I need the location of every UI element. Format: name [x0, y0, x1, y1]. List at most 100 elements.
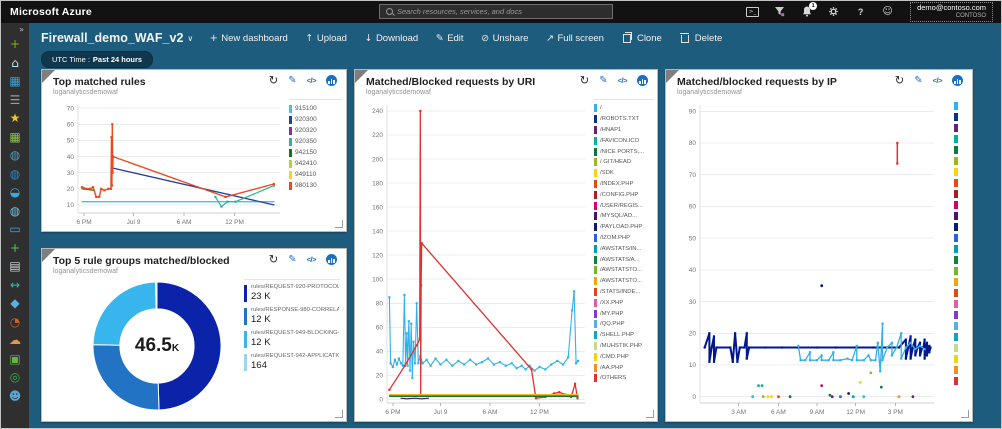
sidebar-item-dashboard[interactable]: ▦ [1, 72, 29, 91]
delete-button[interactable]: Delete [679, 32, 722, 44]
legend-swatch[interactable] [954, 212, 958, 220]
legend-item[interactable]: /ROBOTS.TXT [594, 114, 654, 125]
legend-swatch[interactable] [954, 289, 958, 297]
sidebar-item-virtual-networks[interactable]: ↔ [1, 276, 29, 295]
sidebar-item-create-a-resource[interactable]: + [1, 35, 29, 54]
legend-swatch[interactable] [954, 366, 958, 374]
utc-time-filter-pill[interactable]: UTC Time : Past 24 hours [41, 51, 154, 68]
refresh-icon[interactable]: ↻ [268, 252, 279, 266]
legend-item[interactable]: /PAYLOAD.PHP [594, 222, 654, 233]
legend-swatch[interactable] [954, 322, 958, 330]
chevron-down-icon[interactable] [187, 34, 193, 43]
legend-item[interactable]: 920320 [289, 125, 342, 136]
sidebar-item-help-support[interactable]: ☻ [1, 387, 29, 406]
tile-resize-handle[interactable] [335, 220, 343, 228]
chart-legend[interactable]: / /ROBOTS.TXT /HNAP1 /FAVICON.ICO /NICE … [594, 99, 654, 417]
legend-swatch[interactable] [954, 278, 958, 286]
legend-swatch[interactable] [954, 245, 958, 253]
legend-swatch[interactable] [954, 377, 958, 385]
account-menu[interactable]: demo@contoso.com CONTOSO [910, 2, 993, 22]
legend-item[interactable]: /OTHERS [594, 373, 654, 384]
legend-item[interactable]: /QQ.PHP [594, 319, 654, 330]
legend-item[interactable]: /MYSQL/AD... [594, 211, 654, 222]
global-search[interactable] [379, 4, 613, 19]
help-icon[interactable]: ? [857, 6, 864, 17]
legend-item[interactable]: 942410 [289, 158, 342, 169]
dashboard-title[interactable]: Firewall_demo_WAF_v2 [41, 31, 184, 45]
legend-item[interactable]: /XX.PHP [594, 297, 654, 308]
legend-item[interactable]: /CONFIG.PHP [594, 189, 654, 200]
legend-item[interactable]: rules/REQUEST-949-BLOCKING-EVA... 12 K [244, 330, 340, 348]
legend-item[interactable]: rules/RESPONSE-980-CORRELATION... 12 K [244, 307, 340, 325]
legend-swatch[interactable] [954, 102, 958, 110]
unshare-button[interactable]: ⊘ Unshare [481, 32, 529, 44]
legend-swatch[interactable] [954, 355, 958, 363]
tile-drag-corner[interactable] [42, 249, 55, 262]
sidebar-item-app-services[interactable]: ◍ [1, 165, 29, 184]
legend-item[interactable]: /AA.PHP [594, 362, 654, 373]
legend-swatch[interactable] [954, 234, 958, 242]
tile-resize-handle[interactable] [335, 410, 343, 418]
sidebar-item-home[interactable]: ⌂ [1, 54, 29, 73]
edit-icon[interactable]: ✎ [914, 74, 923, 86]
notifications-bell-icon[interactable]: 1 [800, 2, 818, 18]
legend-item[interactable]: /MUHSTIK.PHP [594, 341, 654, 352]
tile-drag-corner[interactable] [42, 70, 55, 83]
legend-item[interactable]: /USER/REGIS... [594, 200, 654, 211]
legend-item[interactable]: 920350 [289, 136, 342, 147]
sidebar-item-advisor[interactable]: ☁ [1, 331, 29, 350]
legend-item[interactable]: 942150 [289, 147, 342, 158]
analytics-icon[interactable] [326, 75, 337, 87]
refresh-icon[interactable]: ↻ [579, 73, 590, 87]
edit-button[interactable]: ✎ Edit [435, 32, 464, 44]
edit-icon[interactable]: ✎ [288, 253, 297, 265]
sidebar-item-all-resources[interactable]: ▦ [1, 128, 29, 147]
legend-item[interactable]: rules/REQUEST-920-PROTOCOL-ENF... 23 K [244, 284, 340, 302]
legend-item[interactable]: / [594, 103, 654, 114]
legend-item[interactable]: /NICE PORTS,... [594, 146, 654, 157]
legend-item[interactable]: /FAVICON.ICO [594, 135, 654, 146]
legend-item[interactable]: /MY.PHP [594, 308, 654, 319]
legend-item[interactable]: 980130 [289, 180, 342, 191]
legend-item[interactable]: /IZOM.PHP [594, 233, 654, 244]
legend-swatch[interactable] [954, 300, 958, 308]
legend-swatch[interactable] [954, 124, 958, 132]
feedback-smiley-icon[interactable]: ☺ [882, 6, 893, 18]
legend-item[interactable]: 920300 [289, 114, 342, 125]
sidebar-item-storage-accounts[interactable]: ▤ [1, 257, 29, 276]
legend-swatch[interactable] [954, 344, 958, 352]
legend-item[interactable]: 949110 [289, 169, 342, 180]
legend-item[interactable]: /AWSTATS/A... [594, 254, 654, 265]
legend-swatch[interactable] [954, 146, 958, 154]
refresh-icon[interactable]: ↻ [268, 73, 279, 87]
sidebar-item-virtual-machines[interactable]: ▭ [1, 220, 29, 239]
code-icon[interactable]: </> [617, 76, 628, 86]
sidebar-item-azure-cosmos-db[interactable]: ◍ [1, 202, 29, 221]
sidebar-item-security-center[interactable]: ▣ [1, 350, 29, 369]
legend-swatch[interactable] [954, 113, 958, 121]
legend-item[interactable]: rules/REQUEST-942-APPLICATION-A... 164 [244, 353, 340, 371]
legend-swatch[interactable] [954, 157, 958, 165]
legend-swatch[interactable] [954, 168, 958, 176]
download-button[interactable]: ↓ Download [364, 32, 419, 44]
chart-legend[interactable] [952, 99, 960, 417]
tile-drag-corner[interactable] [666, 70, 679, 83]
sidebar-item-cost-management[interactable]: ◎ [1, 368, 29, 387]
legend-swatch[interactable] [954, 333, 958, 341]
clone-button[interactable]: Clone [621, 31, 662, 44]
legend-item[interactable]: /AWSTATSTO... [594, 265, 654, 276]
legend-item[interactable]: /AWSTATS/IN... [594, 243, 654, 254]
sidebar-item-resource-groups[interactable]: ◍ [1, 146, 29, 165]
tile-resize-handle[interactable] [646, 410, 654, 418]
legend-swatch[interactable] [954, 201, 958, 209]
directory-filter-icon[interactable] [773, 5, 786, 18]
search-input[interactable] [397, 7, 612, 16]
legend-item[interactable]: /SDK [594, 168, 654, 179]
legend-swatch[interactable] [954, 179, 958, 187]
refresh-icon[interactable]: ↻ [894, 73, 905, 87]
expand-sidebar-icon[interactable] [1, 23, 29, 35]
legend-swatch[interactable] [954, 135, 958, 143]
legend-item[interactable]: 915100 [289, 103, 342, 114]
legend-swatch[interactable] [954, 256, 958, 264]
fullscreen-button[interactable]: ↗ Full screen [546, 32, 604, 44]
